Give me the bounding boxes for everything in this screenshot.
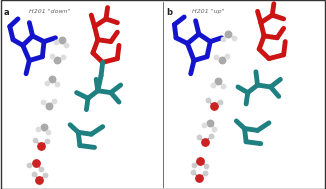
Point: [202, 172, 208, 175]
Point: [54, 59, 60, 62]
Point: [208, 121, 213, 124]
Point: [41, 101, 46, 104]
Point: [211, 104, 216, 107]
Point: [210, 84, 215, 87]
Point: [191, 171, 196, 174]
Point: [219, 59, 224, 62]
Point: [197, 136, 202, 139]
Point: [212, 127, 217, 130]
Point: [224, 54, 229, 57]
Point: [37, 178, 42, 181]
Point: [26, 164, 32, 167]
Point: [192, 163, 197, 167]
Point: [46, 131, 51, 134]
Point: [231, 36, 236, 39]
Point: [38, 144, 43, 147]
Point: [198, 159, 203, 162]
Point: [33, 139, 38, 142]
Text: H201 "up": H201 "up": [192, 9, 225, 14]
Point: [214, 55, 219, 58]
Point: [53, 41, 58, 44]
Point: [64, 44, 69, 47]
Point: [50, 78, 55, 81]
Point: [221, 37, 226, 40]
Point: [54, 83, 60, 86]
Point: [203, 165, 209, 168]
Point: [203, 140, 208, 143]
Text: b: b: [166, 8, 172, 17]
Point: [31, 173, 36, 176]
Point: [44, 140, 50, 143]
Point: [35, 128, 40, 131]
Point: [33, 161, 38, 164]
Text: H201 "down": H201 "down": [29, 9, 71, 14]
Point: [216, 80, 221, 83]
Point: [41, 125, 47, 128]
Point: [196, 176, 201, 179]
Point: [44, 82, 49, 85]
Point: [43, 174, 48, 177]
Point: [51, 99, 56, 102]
Text: a: a: [3, 8, 9, 17]
Point: [60, 55, 65, 58]
Point: [46, 104, 52, 107]
Point: [217, 100, 222, 103]
Point: [226, 33, 231, 36]
Point: [221, 85, 226, 88]
Point: [38, 167, 43, 170]
Point: [205, 99, 211, 102]
Point: [59, 38, 65, 41]
Point: [50, 54, 55, 57]
Point: [201, 124, 207, 127]
Point: [208, 135, 214, 138]
